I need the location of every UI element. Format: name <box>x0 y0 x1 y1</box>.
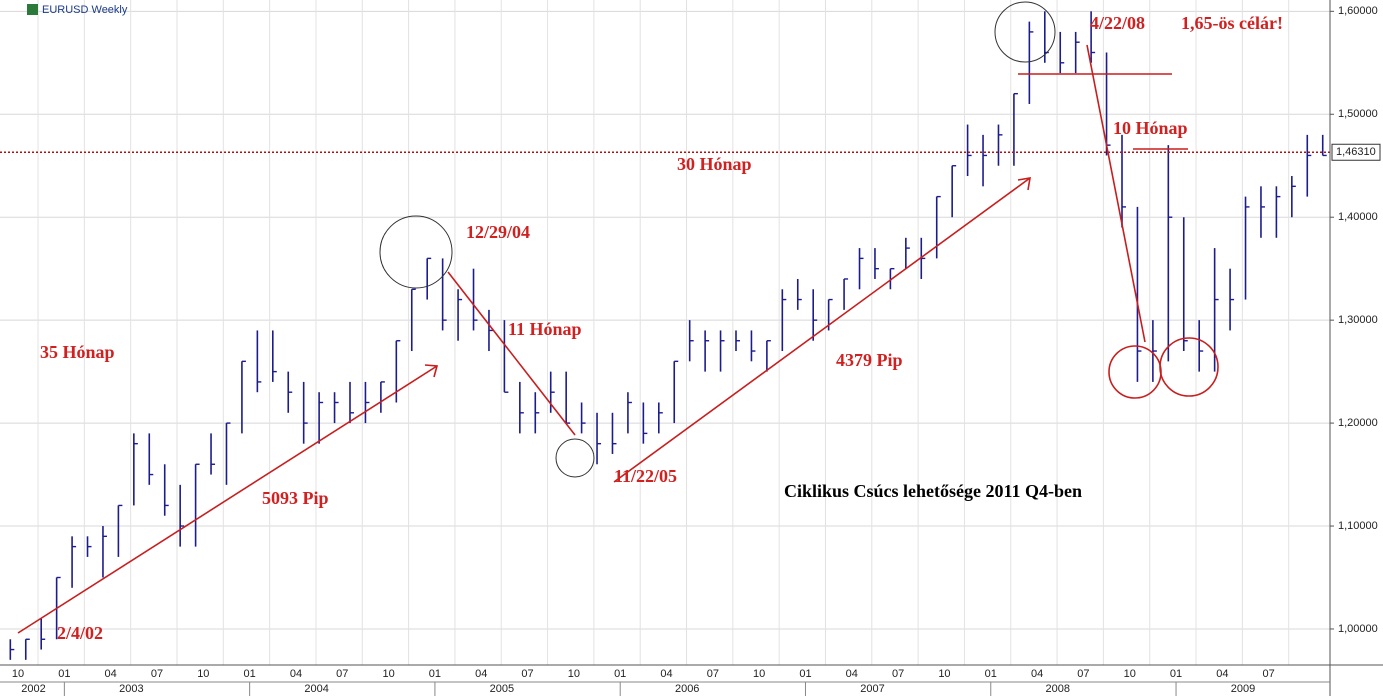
year-label: 2006 <box>675 683 699 695</box>
annotation: Ciklikus Csúcs lehetősége 2011 Q4-ben <box>784 481 1082 501</box>
year-label: 2004 <box>304 683 328 695</box>
annotation: 10 Hónap <box>1113 118 1188 138</box>
icon <box>27 4 38 15</box>
annotation: 4/22/08 <box>1090 13 1145 33</box>
x-tick-label: 01 <box>244 668 256 680</box>
year-label: 2009 <box>1231 683 1255 695</box>
y-tick-label: 1,00000 <box>1338 623 1378 635</box>
trend-line <box>447 271 576 436</box>
x-tick-label: 07 <box>1263 668 1275 680</box>
annotation: 5093 Pip <box>262 488 329 508</box>
x-tick-label: 07 <box>521 668 533 680</box>
circle <box>555 438 595 478</box>
y-tick-label: 1,60000 <box>1338 5 1378 17</box>
x-tick-label: 04 <box>1216 668 1228 680</box>
x-tick-label: 10 <box>1124 668 1136 680</box>
circle <box>994 1 1056 63</box>
price-bars <box>0 11 1330 660</box>
annotations: 35 Hónap 5093 Pip 2/4/02 12/29/04 11 Hón… <box>40 13 1283 643</box>
year-label: 2008 <box>1046 683 1070 695</box>
x-tick-label: 10 <box>938 668 950 680</box>
title-block: EURUSD Weekly <box>27 4 128 16</box>
x-tick-label: 01 <box>429 668 441 680</box>
annotation: 2/4/02 <box>57 623 103 643</box>
grid <box>0 0 1330 665</box>
trend-line <box>17 365 438 634</box>
year-label: 2005 <box>490 683 514 695</box>
annotation: 35 Hónap <box>40 342 115 362</box>
x-tick-label: 04 <box>846 668 858 680</box>
annotation: 11 Hónap <box>508 319 582 339</box>
year-label: 2002 <box>21 683 45 695</box>
x-tick-label: 04 <box>105 668 117 680</box>
arrow-head <box>1017 177 1031 191</box>
y-tick-label: 1,10000 <box>1338 520 1378 532</box>
y-tick-label: 1,20000 <box>1338 417 1378 429</box>
year-label: 2007 <box>860 683 884 695</box>
x-tick-label: 01 <box>1170 668 1182 680</box>
trend-line <box>1086 44 1146 343</box>
drawings <box>17 44 1219 634</box>
chart-title: EURUSD Weekly <box>42 4 128 16</box>
annotation: 1,65-ös célár! <box>1181 13 1283 33</box>
trend-line <box>613 177 1031 483</box>
x-tick-label: 07 <box>892 668 904 680</box>
x-tick-label: 07 <box>1077 668 1089 680</box>
circle <box>379 215 453 289</box>
x-tick-label: 10 <box>382 668 394 680</box>
x-tick-label: 10 <box>197 668 209 680</box>
x-tick-label: 10 <box>568 668 580 680</box>
x-tick-label: 07 <box>151 668 163 680</box>
y-tick-label: 1,40000 <box>1338 211 1378 223</box>
year-label: 2003 <box>119 683 143 695</box>
x-tick-label: 01 <box>799 668 811 680</box>
last-price-label: 1,46310 <box>1336 146 1376 158</box>
x-tick-label: 10 <box>12 668 24 680</box>
annotation: 4379 Pip <box>836 350 903 370</box>
last-price-box <box>1331 143 1381 161</box>
x-tick-label: 01 <box>614 668 626 680</box>
drawings-dark <box>379 1 1056 478</box>
arrow-head <box>424 364 439 378</box>
x-tick-label: 10 <box>753 668 765 680</box>
x-tick-label: 04 <box>1031 668 1043 680</box>
x-tick-label: 01 <box>58 668 70 680</box>
x-tick-label: 01 <box>985 668 997 680</box>
x-tick-label: 04 <box>660 668 672 680</box>
x-tick-label: 04 <box>290 668 302 680</box>
x-tick-label: 07 <box>707 668 719 680</box>
x-tick-label: 07 <box>336 668 348 680</box>
annotation: 30 Hónap <box>677 154 752 174</box>
annotation: 12/29/04 <box>466 222 530 242</box>
y-tick-label: 1,50000 <box>1338 108 1378 120</box>
y-tick-label: 1,30000 <box>1338 314 1378 326</box>
x-tick-label: 04 <box>475 668 487 680</box>
circle <box>1159 337 1219 397</box>
annotation: 11/22/05 <box>614 466 677 486</box>
